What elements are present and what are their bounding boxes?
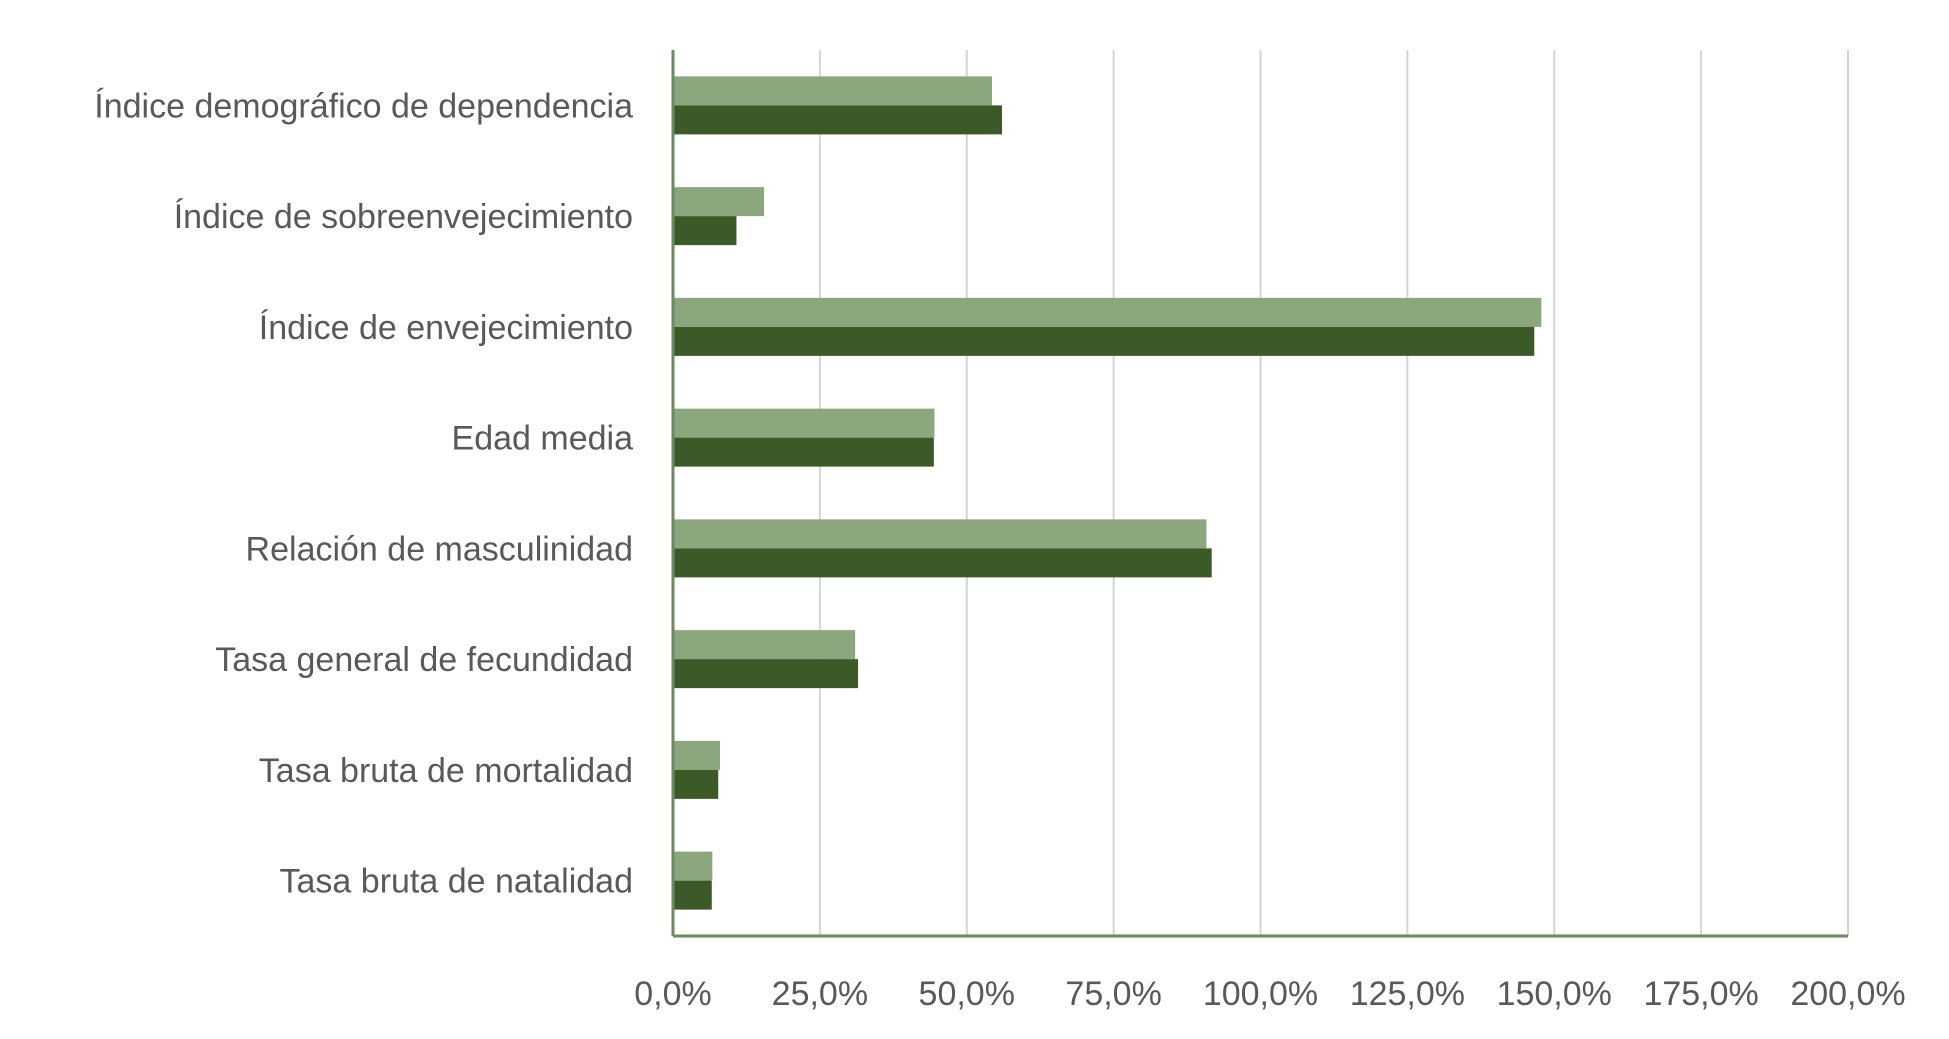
category-labels: Índice demográfico de dependencia Índice … [94, 87, 633, 900]
bar-series-1 [673, 740, 720, 770]
bar-series-2 [673, 326, 1535, 356]
bar-series-1 [673, 630, 856, 660]
bar-series-1 [673, 187, 765, 217]
bar-series-1 [673, 519, 1207, 549]
bar-series-2 [673, 659, 859, 689]
x-tick-labels: 0,0% 25,0% 50,0% 75,0% 100,0% 125,0% 150,0% 175… [634, 975, 1905, 1013]
bar-series-2 [673, 437, 934, 467]
category-label: Edad media [452, 420, 634, 458]
x-tick-label: 150,0% [1497, 975, 1612, 1013]
axes [671, 50, 1848, 938]
bars [673, 76, 1542, 910]
x-tick-label: 50,0% [919, 975, 1015, 1013]
bar-series-1 [673, 408, 935, 438]
gridlines [818, 50, 1849, 936]
x-tick-label: 200,0% [1790, 975, 1905, 1013]
bar-series-2 [673, 216, 737, 246]
category-label: Índice de sobreenvejecimiento [174, 198, 633, 236]
category-label: Tasa bruta de mortalidad [259, 752, 633, 790]
bar-series-1 [673, 76, 993, 106]
bar-series-1 [673, 851, 713, 881]
category-label: Índice de envejecimiento [259, 309, 633, 347]
x-tick-label: 125,0% [1350, 975, 1465, 1013]
bar-series-2 [673, 880, 712, 910]
category-label: Tasa bruta de natalidad [280, 863, 633, 901]
x-tick-label: 175,0% [1643, 975, 1758, 1013]
category-label: Relación de masculinidad [246, 530, 633, 568]
bar-series-2 [673, 105, 1002, 135]
x-tick-label: 25,0% [772, 975, 868, 1013]
bar-series-2 [673, 769, 719, 799]
x-tick-label: 0,0% [634, 975, 712, 1013]
x-tick-label: 100,0% [1203, 975, 1318, 1013]
bar-series-1 [673, 297, 1542, 327]
bar-series-2 [673, 548, 1212, 578]
category-label: Tasa general de fecundidad [215, 641, 633, 679]
x-tick-label: 75,0% [1065, 975, 1161, 1013]
category-label: Índice demográfico de dependencia [94, 87, 633, 125]
